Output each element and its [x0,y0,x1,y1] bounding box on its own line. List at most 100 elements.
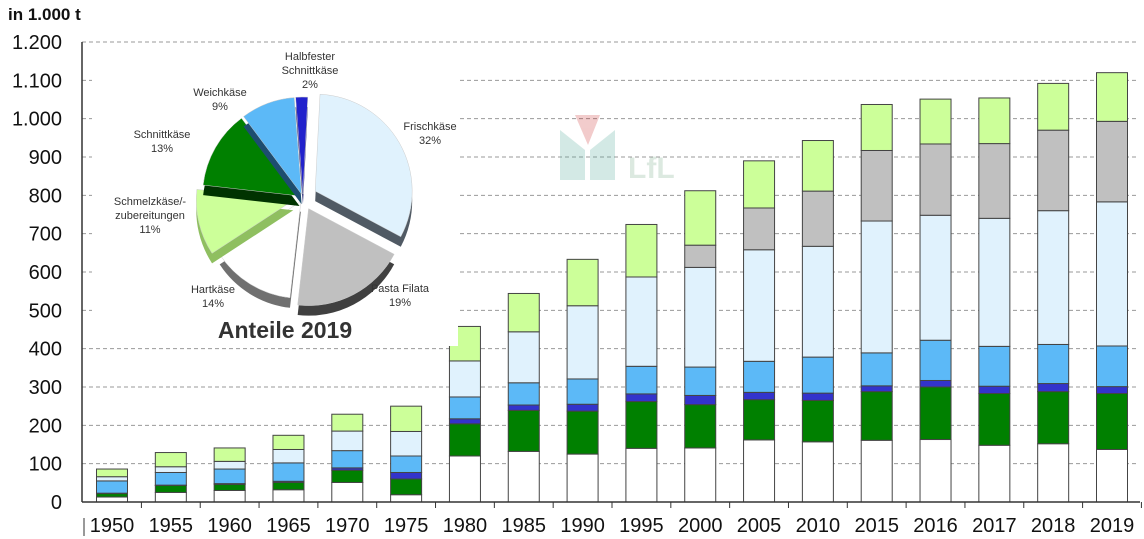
bar-segment-frischk-se [272,448,305,464]
bar-1950 [96,468,128,503]
bar-segment-halbfester-schnittk-se [1096,386,1128,395]
x-tick-label: 1995 [619,515,664,537]
bar-segment-hartk-se [566,453,599,503]
pie-slice-frischk-se [314,93,413,238]
y-tick-label: 400 [29,339,62,361]
bar-segment-schnittk-se [566,410,599,455]
bar-segment-hartk-se [1037,443,1070,503]
bar-1980 [448,325,481,503]
bar-segment-schmelzk-se-zubereitungen [625,223,658,278]
y-tick-label: 500 [29,300,62,322]
pie-label: Weichkäse [193,87,247,99]
pie-label: 9% [212,101,228,113]
bar-segment-halbfester-schnittk-se [1037,383,1070,393]
pie-label: Pasta Filata [371,283,430,295]
lfl-logo-watermark: LfL [560,115,675,185]
bar-segment-frischk-se [96,476,128,482]
bar-2019 [1096,72,1128,503]
x-tick-label: 2016 [913,515,958,537]
bar-segment-hartk-se [213,490,246,503]
bar-segment-weichk-se [507,382,540,406]
bar-2010 [801,140,834,503]
bar-segment-pasta-filata [743,207,776,251]
x-tick-label: 1970 [325,515,370,537]
x-tick-label: 2019 [1090,515,1135,537]
bar-segment-frischk-se [507,331,540,384]
pie-chart-2019 [196,93,413,316]
bar-segment-halbfester-schnittk-se [390,471,423,480]
y-tick-label: 0 [51,492,62,514]
bar-segment-schmelzk-se-zubereitungen [566,258,599,307]
bar-segment-weichk-se [1096,345,1128,388]
y-tick-label: 1.200 [12,32,62,54]
y-tick-label: 900 [29,147,62,169]
stacked-bars [96,72,1128,503]
x-tick-label: 2005 [737,515,782,537]
bar-segment-weichk-se [860,352,893,387]
bar-segment-hartk-se [154,491,187,503]
bar-1975 [390,405,423,503]
pie-slice-schmelzk-se- [196,189,294,254]
bar-1955 [154,452,187,503]
bar-segment-weichk-se [390,455,423,473]
bar-segment-frischk-se [1096,201,1128,347]
y-tick-label: 100 [29,454,62,476]
bar-segment-pasta-filata [1096,120,1128,203]
x-tick-label: 2015 [854,515,899,537]
bar-segment-weichk-se [801,356,834,394]
bar-segment-pasta-filata [801,190,834,247]
bar-segment-hartk-se [331,481,364,503]
y-tick-label: 600 [29,262,62,284]
bar-segment-hartk-se [1096,448,1128,503]
y-axis-label: in 1.000 t [8,5,81,24]
x-tick-label: 1975 [384,515,429,537]
pie-label: Halbfester [285,51,335,63]
bar-2017 [978,97,1011,503]
x-tick-label: 1955 [149,515,194,537]
bar-segment-schmelzk-se-zubereitungen [213,447,246,462]
bar-1990 [566,258,599,503]
bar-segment-halbfester-schnittk-se [919,379,952,388]
bar-segment-schmelzk-se-zubereitungen [272,434,305,450]
x-tick-label: 1990 [560,515,605,537]
pie-label: Frischkäse [403,121,456,133]
bar-segment-schnittk-se [213,483,246,492]
bar-segment-weichk-se [213,468,246,485]
pie-label: 19% [389,297,411,309]
bar-segment-frischk-se [566,305,599,380]
bar-segment-schnittk-se [860,391,893,441]
bar-segment-weichk-se [743,360,776,393]
bar-segment-frischk-se [625,276,658,367]
bar-segment-schmelzk-se-zubereitungen [154,452,187,468]
y-axis-ticks: 0 100 200 300 400 500 600 700 800 900 1.000 1.100 1.… [12,32,62,514]
pie-label: 14% [202,298,224,310]
bar-2018 [1037,82,1070,503]
x-tick-label: 2010 [796,515,841,537]
bar-segment-schnittk-se [507,409,540,452]
y-tick-label: 1.000 [12,109,62,131]
bar-segment-schnittk-se [331,469,364,483]
bar-segment-schmelzk-se-zubereitungen [801,140,834,192]
pie-label: Hartkäse [191,284,235,296]
bar-segment-halbfester-schnittk-se [743,391,776,401]
bar-segment-halbfester-schnittk-se [507,404,540,411]
pie-slice-hartk-se [219,200,302,299]
bar-segment-pasta-filata [1037,129,1070,212]
pie-label: 13% [151,143,173,155]
bar-segment-schnittk-se [1037,391,1070,445]
bar-segment-hartk-se [448,455,481,503]
x-tick-label: 1980 [443,515,488,537]
x-axis-ticks: 1950 1955 1960 1965 1970 1975 1980 1985 1990 1995… [83,502,1142,537]
bar-segment-hartk-se [919,439,952,503]
y-tick-label: 800 [29,185,62,207]
bar-segment-schmelzk-se-zubereitungen [1037,82,1070,131]
bar-segment-frischk-se [390,430,423,457]
bar-2016 [919,98,952,503]
bar-segment-weichk-se [566,378,599,405]
bar-segment-schmelzk-se-zubereitungen [96,468,128,478]
pie-slice-pasta-filata [297,208,395,306]
y-tick-label: 700 [29,224,62,246]
bar-segment-schnittk-se [154,485,187,493]
bar-1985 [507,292,540,503]
